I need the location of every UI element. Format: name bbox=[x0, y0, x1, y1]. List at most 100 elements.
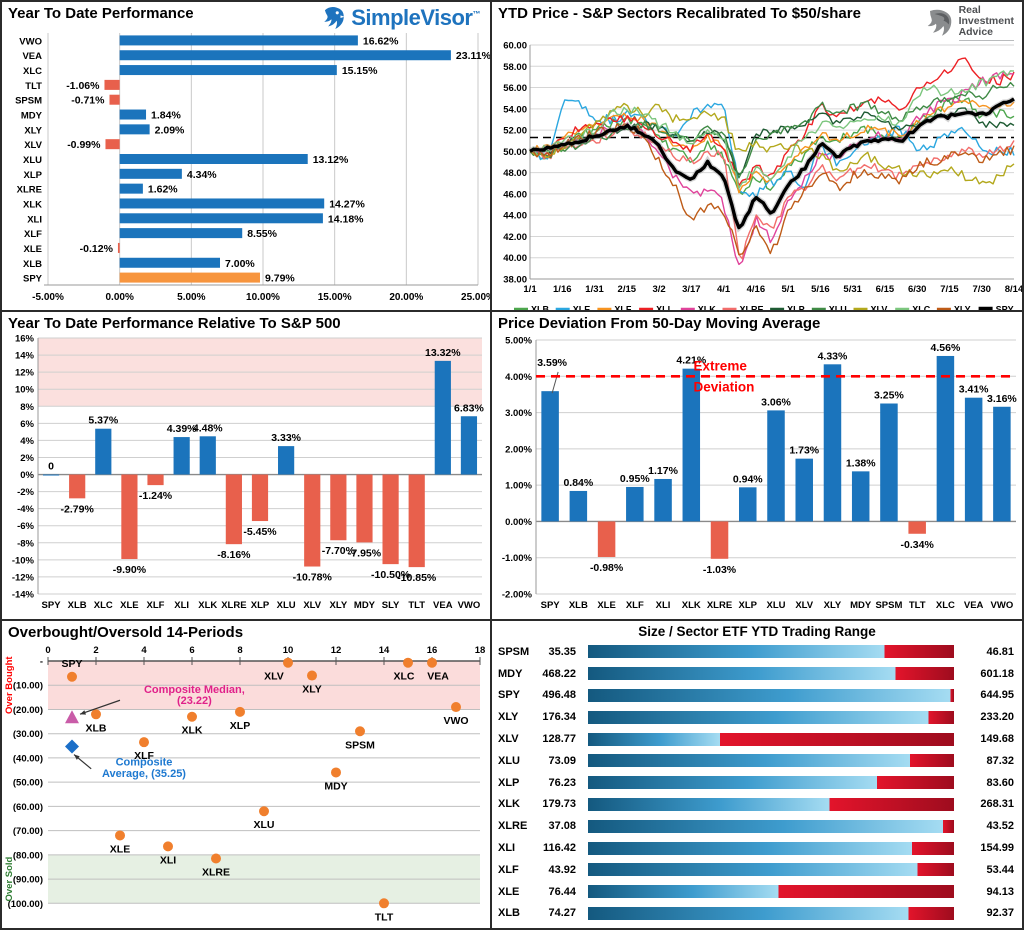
trading-range-row: XLY 176.34 233.20 bbox=[498, 706, 1016, 728]
svg-text:XLY: XLY bbox=[24, 125, 42, 136]
svg-text:XLF: XLF bbox=[24, 229, 42, 240]
svg-text:XLI: XLI bbox=[656, 305, 670, 310]
svg-text:6%: 6% bbox=[20, 419, 34, 430]
svg-text:-10.85%: -10.85% bbox=[397, 572, 437, 584]
panel-trading-range: Size / Sector ETF YTD Trading Range SPSM… bbox=[492, 621, 1022, 928]
svg-text:Over Sold: Over Sold bbox=[4, 857, 15, 902]
panel-overbought-oversold: Overbought/Oversold 14-Periods - (10.00) (… bbox=[2, 621, 490, 928]
range-bar bbox=[588, 754, 954, 768]
svg-text:XLE: XLE bbox=[573, 305, 591, 310]
trading-range-row: XLE 76.44 94.13 bbox=[498, 881, 1016, 903]
svg-text:56.00: 56.00 bbox=[503, 83, 527, 94]
svg-text:XLY: XLY bbox=[954, 305, 971, 310]
trading-range-row: SPSM 35.35 46.81 bbox=[498, 641, 1016, 663]
svg-text:1.62%: 1.62% bbox=[148, 184, 178, 196]
panel-relative-performance: Year To Date Performance Relative To S&P… bbox=[2, 312, 490, 619]
svg-text:-5.00%: -5.00% bbox=[32, 292, 64, 303]
svg-text:4%: 4% bbox=[20, 436, 34, 447]
svg-text:3.06%: 3.06% bbox=[761, 397, 791, 409]
svg-text:-2.00%: -2.00% bbox=[502, 590, 533, 601]
svg-text:23.11%: 23.11% bbox=[456, 50, 490, 62]
svg-text:XLP: XLP bbox=[787, 305, 805, 310]
svg-text:3/2: 3/2 bbox=[652, 284, 665, 295]
svg-text:2.00%: 2.00% bbox=[505, 445, 532, 456]
svg-text:(80.00): (80.00) bbox=[13, 851, 43, 862]
range-bar bbox=[588, 688, 954, 702]
svg-text:VWO: VWO bbox=[19, 36, 42, 47]
range-high-value: 268.31 bbox=[980, 798, 1014, 811]
svg-text:3.33%: 3.33% bbox=[271, 432, 301, 444]
svg-text:7/30: 7/30 bbox=[972, 284, 991, 295]
svg-text:-1.00%: -1.00% bbox=[502, 553, 533, 564]
svg-text:XLE: XLE bbox=[24, 244, 42, 255]
panel2-header: YTD Price - S&P Sectors Recalibrated To … bbox=[492, 2, 1022, 42]
svg-text:4/1: 4/1 bbox=[717, 284, 731, 295]
ticker-label: XLB bbox=[498, 907, 520, 920]
range-high-value: 94.13 bbox=[986, 885, 1014, 898]
panel-ytd-price: YTD Price - S&P Sectors Recalibrated To … bbox=[492, 2, 1022, 310]
svg-text:10: 10 bbox=[283, 645, 294, 656]
trading-range-rows: SPSM 35.35 46.81 MDY 468.22 601.18 SPY 496.48 64… bbox=[492, 639, 1022, 924]
svg-text:(70.00): (70.00) bbox=[13, 826, 43, 837]
range-high-value: 233.20 bbox=[980, 711, 1014, 724]
svg-text:15.00%: 15.00% bbox=[318, 292, 352, 303]
svg-text:0.00%: 0.00% bbox=[505, 517, 532, 528]
range-bar bbox=[588, 667, 954, 681]
svg-text:14%: 14% bbox=[15, 351, 35, 362]
svg-text:58.00: 58.00 bbox=[503, 62, 527, 73]
svg-text:4.00%: 4.00% bbox=[505, 372, 532, 383]
svg-text:(90.00): (90.00) bbox=[13, 875, 43, 886]
ytd-performance-chart: -5.00% 0.00% 5.00% 10.00% 15.00% 20.00% 25.00%… bbox=[15, 33, 490, 303]
svg-text:SPSM: SPSM bbox=[875, 600, 902, 611]
svg-text:46.00: 46.00 bbox=[503, 189, 527, 200]
svg-text:Composite: Composite bbox=[116, 757, 173, 769]
svg-text:VWO: VWO bbox=[443, 715, 468, 727]
svg-text:-1.03%: -1.03% bbox=[703, 564, 737, 576]
svg-text:XLU: XLU bbox=[254, 819, 275, 831]
svg-text:(50.00): (50.00) bbox=[13, 778, 43, 789]
svg-text:4.39%: 4.39% bbox=[167, 423, 197, 435]
svg-text:5/1: 5/1 bbox=[782, 284, 796, 295]
ticker-label: MDY bbox=[498, 667, 523, 680]
svg-text:Composite Median,: Composite Median, bbox=[144, 684, 245, 696]
svg-text:14.27%: 14.27% bbox=[329, 198, 365, 210]
svg-text:VEA: VEA bbox=[427, 671, 449, 683]
svg-text:XLV: XLV bbox=[871, 305, 888, 310]
range-bar bbox=[588, 906, 954, 920]
svg-text:2%: 2% bbox=[20, 453, 34, 464]
range-low-value: 74.27 bbox=[548, 907, 576, 920]
svg-text:XLK: XLK bbox=[198, 600, 217, 611]
svg-text:16.62%: 16.62% bbox=[363, 35, 399, 47]
svg-text:VEA: VEA bbox=[22, 51, 42, 62]
range-low-value: 76.44 bbox=[548, 885, 576, 898]
svg-text:XLY: XLY bbox=[302, 684, 321, 696]
svg-text:3.00%: 3.00% bbox=[505, 408, 532, 419]
svg-text:XLI: XLI bbox=[160, 855, 176, 867]
svg-text:XLB: XLB bbox=[569, 600, 588, 611]
svg-text:15.15%: 15.15% bbox=[342, 65, 378, 77]
svg-text:SPY: SPY bbox=[541, 600, 561, 611]
svg-text:XLB: XLB bbox=[23, 259, 42, 270]
ticker-label: XLK bbox=[498, 798, 520, 811]
svg-text:(100.00): (100.00) bbox=[8, 899, 43, 910]
ticker-label: XLY bbox=[498, 711, 519, 724]
svg-text:XLF: XLF bbox=[147, 600, 165, 611]
svg-text:3.16%: 3.16% bbox=[987, 393, 1017, 405]
svg-text:0.00%: 0.00% bbox=[105, 292, 133, 303]
svg-text:1.00%: 1.00% bbox=[505, 481, 532, 492]
svg-text:SLY: SLY bbox=[382, 600, 400, 611]
svg-text:(60.00): (60.00) bbox=[13, 802, 43, 813]
svg-text:-1.06%: -1.06% bbox=[66, 80, 100, 92]
svg-text:-2%: -2% bbox=[17, 487, 34, 498]
svg-text:13.32%: 13.32% bbox=[425, 347, 461, 359]
svg-text:XLU: XLU bbox=[23, 155, 42, 166]
svg-text:XLP: XLP bbox=[230, 720, 250, 732]
svg-text:40.00: 40.00 bbox=[503, 253, 527, 264]
svg-text:6/15: 6/15 bbox=[876, 284, 895, 295]
svg-text:7/15: 7/15 bbox=[940, 284, 959, 295]
svg-text:XLC: XLC bbox=[912, 305, 931, 310]
ticker-label: XLE bbox=[498, 885, 520, 898]
range-low-value: 76.23 bbox=[548, 776, 576, 789]
svg-text:9.79%: 9.79% bbox=[265, 273, 295, 285]
simplevisor-wordmark: SimpleVisor™ bbox=[351, 5, 480, 30]
